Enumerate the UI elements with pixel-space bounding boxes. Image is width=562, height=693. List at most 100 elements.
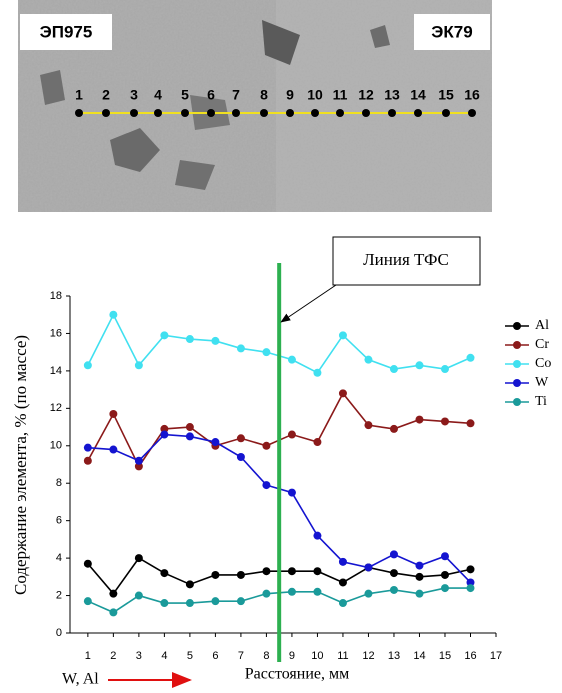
legend-label: Ti bbox=[535, 394, 547, 409]
data-point bbox=[262, 442, 270, 450]
data-point bbox=[135, 592, 143, 600]
data-point bbox=[415, 573, 423, 581]
data-point bbox=[415, 416, 423, 424]
scan-point bbox=[362, 109, 370, 117]
x-tick-label: 10 bbox=[311, 650, 323, 662]
scan-point bbox=[414, 109, 422, 117]
legend-label: Cr bbox=[535, 337, 549, 352]
data-point bbox=[160, 569, 168, 577]
x-tick-label: 7 bbox=[238, 650, 244, 662]
data-point bbox=[466, 419, 474, 427]
figure: ЭП975 ЭК79 12345678910111213141516 Линия… bbox=[0, 0, 562, 693]
scan-point bbox=[102, 109, 110, 117]
data-point bbox=[313, 588, 321, 596]
x-tick-label: 14 bbox=[413, 650, 425, 662]
data-point bbox=[364, 356, 372, 364]
scan-point-label: 9 bbox=[286, 87, 294, 103]
scan-point-label: 11 bbox=[333, 87, 348, 103]
data-point bbox=[390, 586, 398, 594]
scan-point-label: 8 bbox=[260, 87, 268, 103]
x-axis-title: Расстояние, мм bbox=[245, 666, 350, 683]
data-point bbox=[160, 431, 168, 439]
data-point bbox=[313, 532, 321, 540]
legend-marker bbox=[513, 398, 521, 406]
scan-point-label: 6 bbox=[207, 87, 215, 103]
data-point bbox=[84, 457, 92, 465]
data-point bbox=[237, 571, 245, 579]
data-point bbox=[109, 446, 117, 454]
scan-point bbox=[468, 109, 476, 117]
data-point bbox=[109, 608, 117, 616]
data-point bbox=[84, 444, 92, 452]
scan-point-label: 5 bbox=[181, 87, 189, 103]
x-tick-label: 13 bbox=[388, 650, 400, 662]
scan-point-label: 1 bbox=[75, 87, 83, 103]
data-point bbox=[390, 365, 398, 373]
data-point bbox=[262, 481, 270, 489]
data-point bbox=[415, 562, 423, 570]
y-tick-label: 6 bbox=[56, 515, 62, 527]
data-point bbox=[441, 365, 449, 373]
scan-point bbox=[286, 109, 294, 117]
scan-point-label: 2 bbox=[102, 87, 110, 103]
chart: Линия ТФС W, Al Расстояние, мм Содержани… bbox=[11, 237, 551, 688]
data-point bbox=[441, 584, 449, 592]
data-point bbox=[364, 421, 372, 429]
data-point bbox=[466, 565, 474, 573]
data-point bbox=[186, 580, 194, 588]
data-point bbox=[135, 457, 143, 465]
y-tick-label: 4 bbox=[56, 552, 62, 564]
data-point bbox=[109, 590, 117, 598]
x-tick-label: 12 bbox=[362, 650, 374, 662]
data-point bbox=[339, 578, 347, 586]
data-point bbox=[186, 432, 194, 440]
y-tick-label: 18 bbox=[50, 290, 62, 302]
data-point bbox=[237, 434, 245, 442]
data-point bbox=[364, 590, 372, 598]
x-tick-label: 5 bbox=[187, 650, 193, 662]
annotation: Линия ТФС bbox=[363, 250, 449, 269]
scan-point bbox=[260, 109, 268, 117]
legend-label: W bbox=[535, 375, 549, 390]
data-point bbox=[237, 597, 245, 605]
data-point bbox=[211, 571, 219, 579]
x-tick-label: 16 bbox=[464, 650, 476, 662]
data-point bbox=[288, 356, 296, 364]
data-point bbox=[186, 599, 194, 607]
scan-point bbox=[388, 109, 396, 117]
y-tick-label: 10 bbox=[50, 440, 62, 452]
y-tick-label: 12 bbox=[50, 402, 62, 414]
data-point bbox=[390, 550, 398, 558]
data-point bbox=[211, 337, 219, 345]
data-point bbox=[441, 417, 449, 425]
x-tick-label: 15 bbox=[439, 650, 451, 662]
x-tick-label: 11 bbox=[337, 650, 348, 662]
scan-point bbox=[181, 109, 189, 117]
scan-point-label: 13 bbox=[384, 87, 400, 103]
scan-point-label: 12 bbox=[358, 87, 374, 103]
scan-point bbox=[232, 109, 240, 117]
x-tick-label: 1 bbox=[85, 650, 91, 662]
data-point bbox=[109, 311, 117, 319]
data-point bbox=[84, 597, 92, 605]
data-point bbox=[339, 558, 347, 566]
y-tick-label: 14 bbox=[50, 365, 62, 377]
data-point bbox=[415, 590, 423, 598]
data-point bbox=[288, 489, 296, 497]
legend-marker bbox=[513, 322, 521, 330]
right-alloy-label: ЭК79 bbox=[431, 22, 472, 41]
scan-point-label: 14 bbox=[410, 87, 426, 103]
y-tick-label: 0 bbox=[56, 627, 62, 639]
y-tick-label: 8 bbox=[56, 477, 62, 489]
data-point bbox=[364, 563, 372, 571]
scan-point-label: 7 bbox=[232, 87, 240, 103]
data-point bbox=[441, 571, 449, 579]
data-point bbox=[313, 369, 321, 377]
data-point bbox=[339, 599, 347, 607]
x-tick-label: 4 bbox=[161, 650, 167, 662]
data-point bbox=[84, 560, 92, 568]
annotation-arrow bbox=[281, 285, 336, 322]
scan-point bbox=[130, 109, 138, 117]
data-point bbox=[288, 567, 296, 575]
legend-label: Al bbox=[535, 318, 549, 333]
